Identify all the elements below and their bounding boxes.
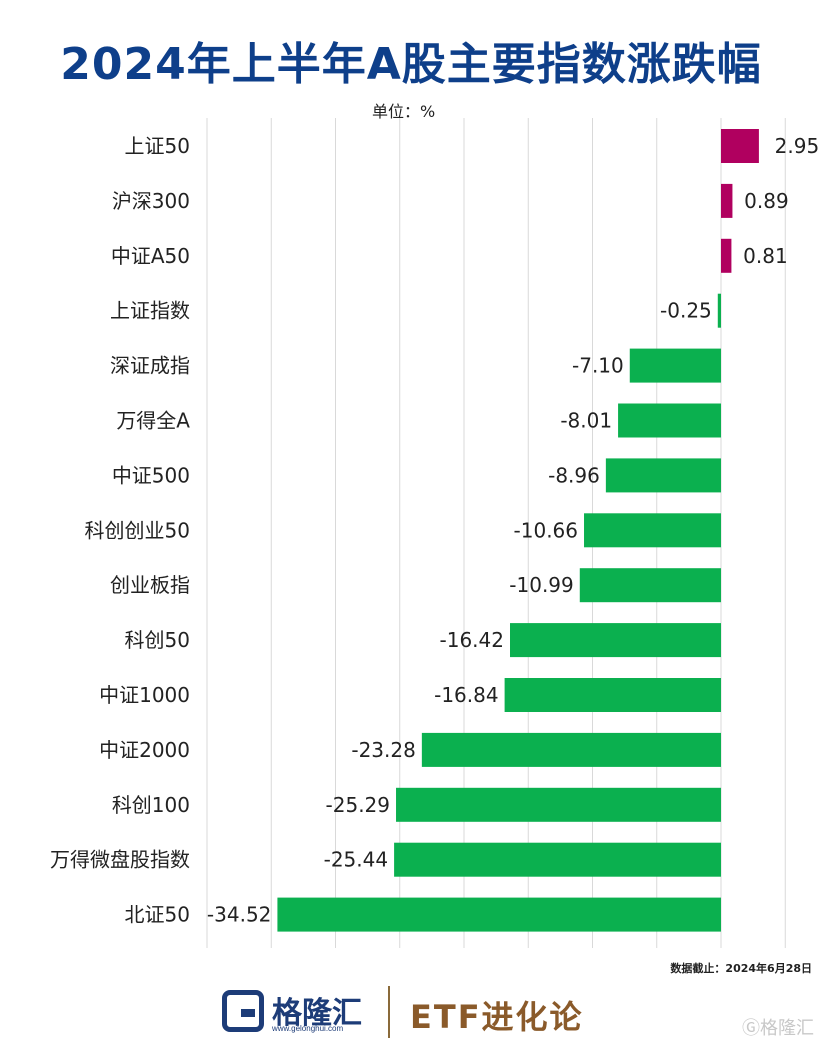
category-label: 万得全A — [116, 409, 190, 433]
value-label: -10.99 — [509, 573, 573, 597]
value-label: 0.89 — [744, 189, 789, 213]
bar — [579, 568, 721, 603]
bar — [717, 293, 721, 328]
value-label: -34.52 — [207, 903, 271, 927]
category-label: 科创创业50 — [85, 518, 190, 542]
category-label: 中证500 — [112, 463, 190, 487]
value-label: -23.28 — [351, 738, 415, 762]
value-label: -10.66 — [514, 518, 578, 542]
bar — [721, 129, 759, 163]
watermark: Ⓖ格隆汇 — [742, 1018, 814, 1039]
value-labels: 2.95 0.89 0.81 -0.25 -7.10 -8.01 -8.96 -10.66 -1… — [207, 134, 819, 927]
category-label: 中证1000 — [99, 683, 190, 707]
category-label: 中证A50 — [111, 244, 190, 268]
value-label: -8.96 — [548, 463, 600, 487]
bar — [605, 458, 721, 493]
value-label: 0.81 — [743, 244, 788, 268]
value-label: -8.01 — [560, 409, 612, 433]
brand-name: 格隆汇 — [272, 996, 362, 1031]
category-label: 万得微盘股指数 — [50, 848, 190, 872]
value-label: -25.29 — [326, 793, 390, 817]
bar — [618, 403, 721, 438]
value-label: -0.25 — [660, 299, 712, 323]
bar — [396, 787, 721, 822]
value-label: -16.42 — [440, 628, 504, 652]
data-source-note: 数据截止：2024年6月28日 — [670, 962, 812, 975]
value-label: -25.44 — [324, 848, 388, 872]
bar — [277, 897, 721, 932]
bar — [510, 623, 721, 658]
category-label: 深证成指 — [110, 354, 190, 378]
footer: 格隆汇 www.gelonghui.com ETF进化论 Ⓖ格隆汇 — [0, 980, 822, 1048]
category-label: 科创100 — [112, 793, 190, 817]
category-label: 上证指数 — [110, 299, 190, 323]
brand-url: www.gelonghui.com — [272, 1024, 344, 1033]
category-label: 创业板指 — [110, 573, 190, 597]
bars — [277, 129, 759, 932]
category-label: 沪深300 — [112, 189, 190, 213]
footer-divider — [388, 986, 390, 1038]
category-label: 科创50 — [125, 628, 190, 652]
bar — [504, 678, 721, 712]
chart-title: 2024年上半年A股主要指数涨跌幅 — [60, 39, 762, 90]
category-label: 中证2000 — [99, 738, 190, 762]
bar — [421, 732, 721, 767]
unit-label: 单位：% — [372, 102, 436, 121]
column-name: ETF进化论 — [410, 998, 584, 1036]
bar — [394, 842, 721, 877]
category-label: 北证50 — [125, 903, 190, 927]
bar — [721, 238, 732, 273]
value-label: -7.10 — [572, 354, 624, 378]
value-label: 2.95 — [775, 134, 820, 158]
bar — [629, 348, 721, 383]
value-label: -16.84 — [434, 683, 498, 707]
category-label: 上证50 — [125, 134, 190, 158]
bar — [721, 183, 733, 218]
bar — [584, 513, 721, 548]
gelonghui-logo-icon — [222, 990, 264, 1032]
